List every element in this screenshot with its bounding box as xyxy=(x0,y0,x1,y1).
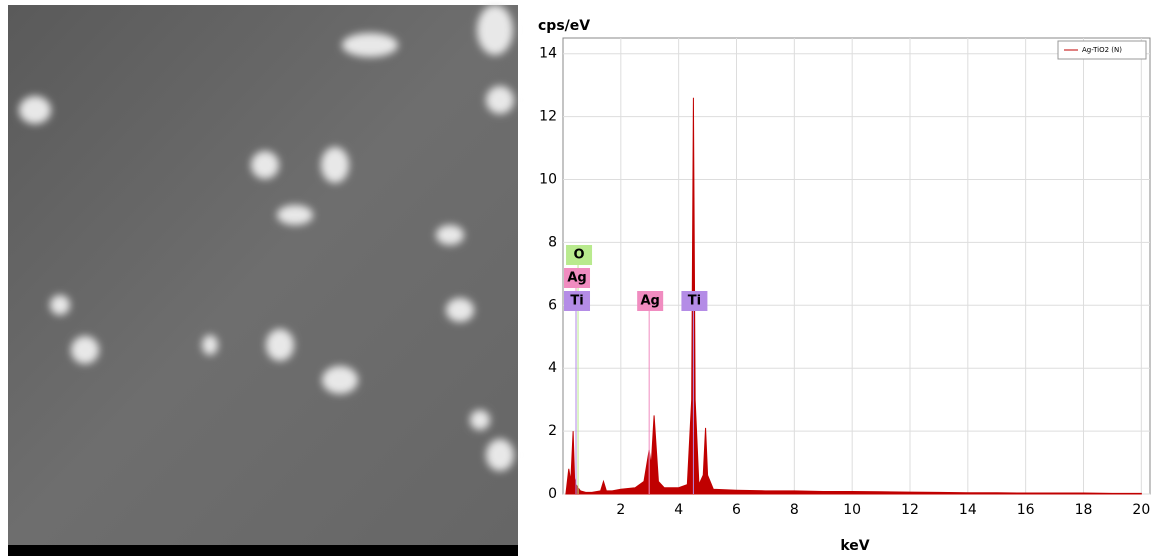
x-tick-label: 12 xyxy=(901,502,919,518)
y-tick-label: 4 xyxy=(548,360,557,376)
y-tick-label: 2 xyxy=(548,423,557,439)
y-tick-label: 10 xyxy=(539,172,557,188)
annotation-label: O xyxy=(574,248,585,263)
y-tick-label: 6 xyxy=(548,297,557,313)
y-axis-label: cps/eV xyxy=(538,18,590,34)
annotation-label: Ti xyxy=(688,294,701,309)
x-tick-label: 14 xyxy=(959,502,977,518)
x-tick-label: 16 xyxy=(1017,502,1035,518)
annotation-label: Ti xyxy=(570,294,583,309)
annotation-box xyxy=(681,291,708,311)
plot-area xyxy=(562,37,1151,495)
y-tick-label: 8 xyxy=(548,234,557,250)
x-tick-label: 4 xyxy=(674,502,683,518)
x-tick-label: 8 xyxy=(790,502,799,518)
y-tick-label: 14 xyxy=(539,46,557,62)
annotation-box xyxy=(564,291,591,311)
sem-image xyxy=(8,5,518,556)
y-tick-label: 12 xyxy=(539,109,557,125)
x-tick-label: 18 xyxy=(1075,502,1093,518)
annotation-label: Ag xyxy=(640,294,659,309)
x-tick-label: 6 xyxy=(732,502,741,518)
x-tick-label: 10 xyxy=(843,502,861,518)
x-tick-label: 20 xyxy=(1132,502,1150,518)
annotation-label: Ag xyxy=(567,271,586,286)
x-axis-label: keV xyxy=(840,538,869,554)
annotation-box xyxy=(566,245,593,265)
annotation-box xyxy=(637,291,664,311)
x-tick-label: 2 xyxy=(616,502,625,518)
annotation-box xyxy=(564,268,591,288)
y-tick-label: 0 xyxy=(548,486,557,502)
spectrum-area xyxy=(565,97,1142,495)
legend-label: Ag-TiO2 (N) xyxy=(1082,46,1122,54)
legend-box xyxy=(1057,40,1147,60)
